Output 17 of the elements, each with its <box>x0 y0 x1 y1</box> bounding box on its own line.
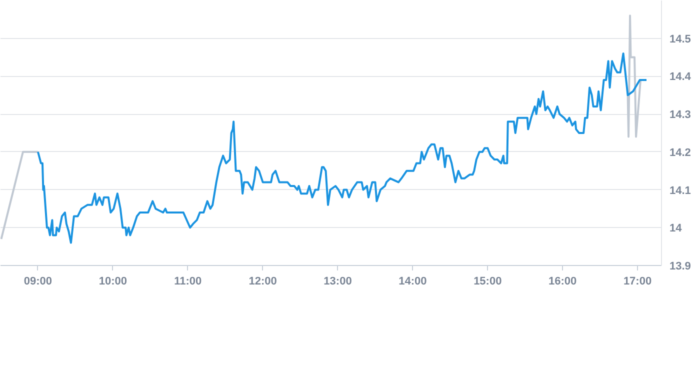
x-tick-label: 13:00 <box>324 276 352 288</box>
y-tick-label: 14.1 <box>670 184 691 197</box>
x-tick-label: 11:00 <box>174 276 202 288</box>
x-tick-label: 09:00 <box>24 276 52 288</box>
line-series <box>36 52 648 244</box>
x-tick-label: 17:00 <box>623 276 652 288</box>
y-tick-label: 14.2 <box>670 146 691 159</box>
x-tick-label: 10:00 <box>98 276 127 288</box>
y-tick-label: 14.4 <box>670 71 692 84</box>
y-tick-label: 14.3 <box>670 109 691 122</box>
y-tick-label: 14.5 <box>670 33 691 46</box>
x-tick-label: 14:00 <box>398 276 427 288</box>
x-tick-label: 15:00 <box>474 276 502 288</box>
x-tick-label: 16:00 <box>548 276 577 288</box>
y-tick-label: 13.9 <box>670 260 691 272</box>
x-tick-label: 12:00 <box>248 276 277 288</box>
y-tick-label: 14 <box>670 222 683 235</box>
